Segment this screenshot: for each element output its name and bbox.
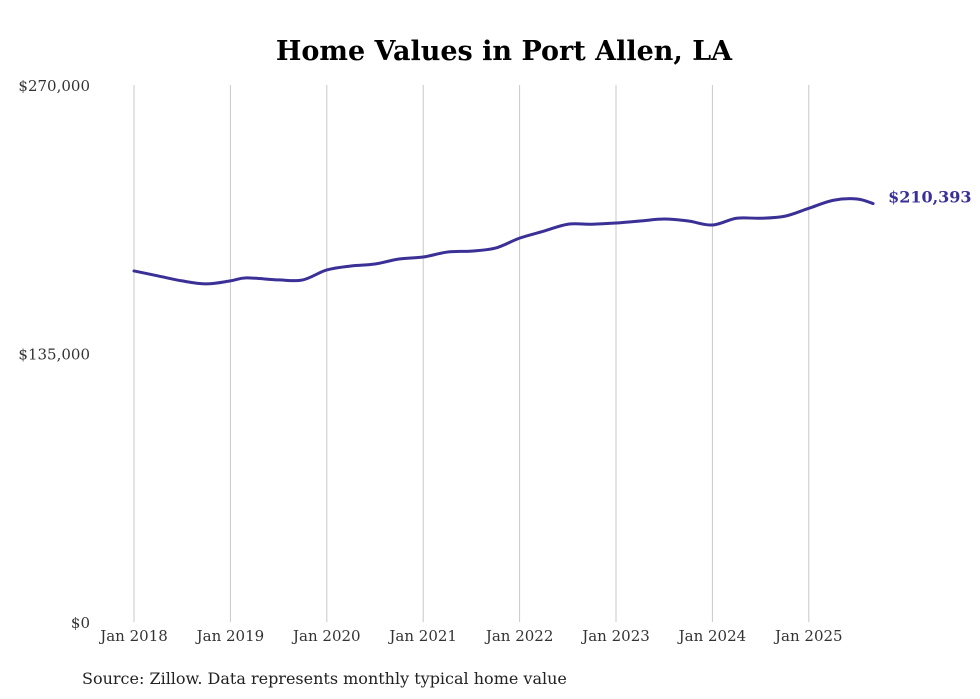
x-tick-label: Jan 2021 xyxy=(387,627,457,645)
y-tick-label: $0 xyxy=(71,614,90,632)
x-tick-label: Jan 2023 xyxy=(580,627,650,645)
x-tick-label: Jan 2020 xyxy=(291,627,361,645)
x-tick-label: Jan 2022 xyxy=(484,627,554,645)
source-note: Source: Zillow. Data represents monthly … xyxy=(82,669,567,688)
y-tick-label: $135,000 xyxy=(18,346,90,364)
x-tick-label: Jan 2025 xyxy=(773,627,843,645)
x-tick-label: Jan 2019 xyxy=(195,627,265,645)
y-tick-label: $270,000 xyxy=(18,77,90,95)
end-value-label: $210,393 xyxy=(888,188,972,207)
series-line xyxy=(132,197,875,286)
x-tick-label: Jan 2024 xyxy=(677,627,747,645)
x-tick-label: Jan 2018 xyxy=(98,627,168,645)
chart-title: Home Values in Port Allen, LA xyxy=(276,36,733,67)
